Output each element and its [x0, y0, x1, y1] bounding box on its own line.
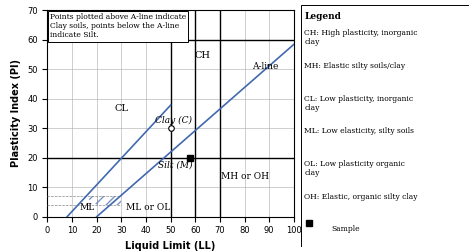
Text: MH or OH: MH or OH	[220, 172, 269, 181]
Text: ML: ML	[79, 203, 94, 212]
Text: MH: Elastic silty soils/clay: MH: Elastic silty soils/clay	[304, 62, 405, 70]
Text: CL: CL	[114, 104, 128, 113]
X-axis label: Liquid Limit (LL): Liquid Limit (LL)	[126, 241, 216, 251]
Text: CL: Low plasticity, inorganic
clay: CL: Low plasticity, inorganic clay	[304, 94, 413, 112]
Text: ML: Low elasticity, silty soils: ML: Low elasticity, silty soils	[304, 127, 414, 135]
Text: CH: CH	[195, 51, 210, 60]
Text: OH: Elastic, organic silty clay: OH: Elastic, organic silty clay	[304, 193, 418, 201]
Text: Points plotted above A-line indicate
Clay soils, points below the A-line
indicat: Points plotted above A-line indicate Cla…	[50, 13, 186, 39]
Y-axis label: Plasticity Index (PI): Plasticity Index (PI)	[11, 59, 21, 167]
Text: ML or OL: ML or OL	[127, 203, 171, 212]
Text: A-line: A-line	[252, 62, 278, 71]
FancyBboxPatch shape	[301, 5, 469, 247]
Text: CH: High plasticity, inorganic
clay: CH: High plasticity, inorganic clay	[304, 29, 418, 46]
Text: Sample: Sample	[331, 225, 360, 233]
Text: OL: Low plasticity organic
clay: OL: Low plasticity organic clay	[304, 160, 405, 177]
Text: Legend: Legend	[304, 12, 341, 21]
Text: Silt (M): Silt (M)	[158, 161, 193, 170]
Text: Clay (C): Clay (C)	[155, 116, 191, 125]
